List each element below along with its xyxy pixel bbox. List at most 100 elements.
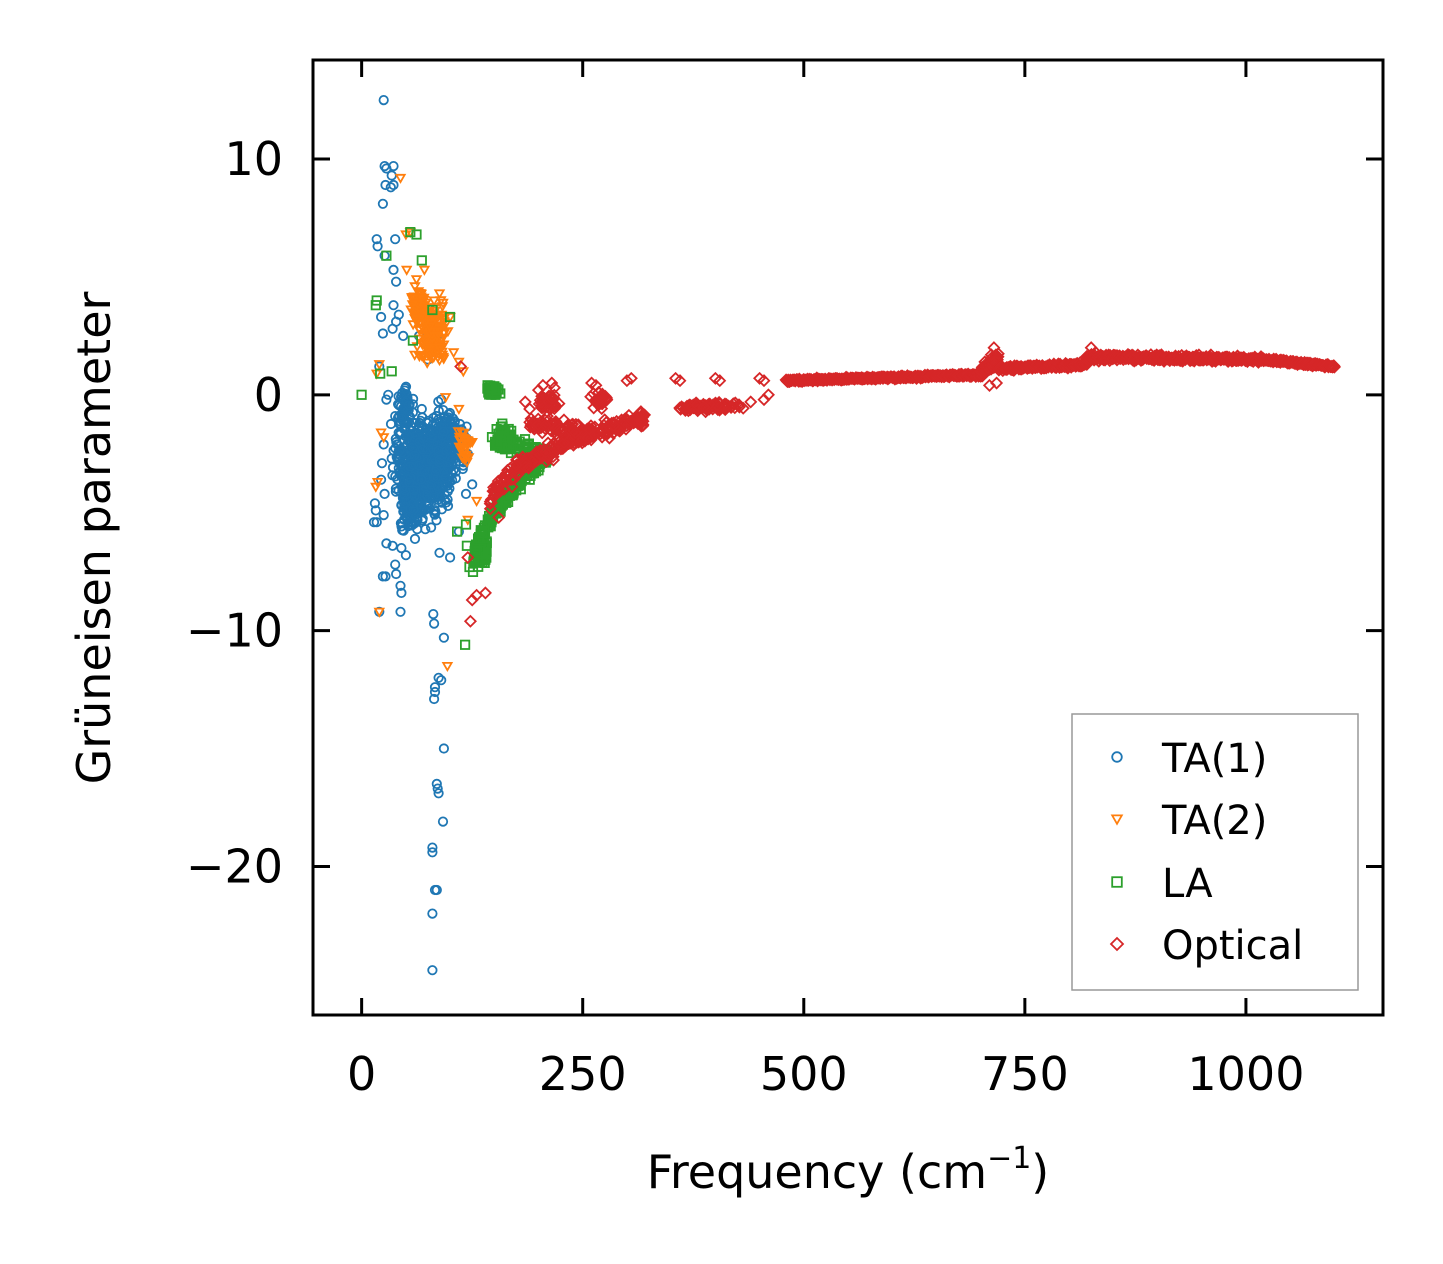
y-tick-label: −20 [186,839,283,893]
data-point [505,480,519,494]
data-point [427,847,438,858]
data-point [487,480,501,494]
data-point [470,496,483,508]
data-point [433,788,444,799]
data-point [429,682,441,693]
data-point [690,398,704,412]
data-point [405,503,416,514]
data-point [408,485,419,496]
data-point [410,275,423,286]
data-point [381,250,392,261]
legend-marker [1110,814,1124,826]
data-point [501,463,515,477]
data-point [584,390,598,404]
data-point [519,456,533,470]
data-point [406,300,419,311]
data-point [451,526,463,537]
data-point [508,434,519,445]
data-point [421,489,432,500]
data-point [396,413,407,424]
data-point [673,401,687,415]
data-point [531,383,545,397]
data-point [436,675,447,686]
data-point [435,311,447,322]
legend-markers [1109,751,1125,952]
legend-marker [1111,876,1123,888]
data-point [479,525,490,536]
data-point [378,509,389,521]
data-point [426,479,437,490]
x-axis-label-suffix: ) [1031,1145,1049,1199]
data-point [399,489,410,500]
axis-ticks: 0 250 500 750 1000 10 0 −10 −20 [186,60,1383,1101]
data-point [356,389,367,400]
legend-box [1071,713,1359,991]
data-point [431,778,442,790]
data-point [390,471,401,482]
data-point [438,632,449,643]
data-point [464,561,475,573]
series-ta-1 [368,95,478,976]
data-point [461,551,475,565]
data-point [584,419,598,433]
data-point [371,477,384,489]
data-point [433,343,446,354]
x-tick-label: 250 [539,1047,627,1101]
data-point [377,328,388,339]
data-point [432,481,443,492]
data-point [478,586,492,600]
data-point [372,241,383,252]
data-point [428,693,440,705]
data-point [378,95,389,106]
data-point [522,461,536,475]
data-point [407,335,419,346]
data-point [547,417,561,431]
data-point [552,397,566,411]
data-point [761,388,775,402]
data-point [492,510,506,524]
data-point [757,374,771,388]
data-point [444,312,456,324]
data-point [433,289,446,300]
data-point [589,378,603,392]
data-point [547,381,561,395]
data-point [541,436,555,450]
data-point [434,547,445,558]
y-tick-label: 10 [224,132,283,186]
x-axis-label: Frequency (cm−1) [647,1141,1050,1199]
data-point [405,519,416,530]
data-point [370,482,382,493]
data-point [437,354,450,365]
data-point [1327,360,1341,374]
data-point [371,517,382,528]
data-point [510,458,524,472]
data-point [431,443,442,454]
data-point [504,473,518,487]
data-point [409,491,420,502]
data-point [447,348,460,359]
data-point [405,226,416,238]
data-point [434,454,445,465]
data-point [387,540,398,551]
data-point [441,662,454,673]
data-point [395,580,406,591]
data-point [396,542,407,554]
data-point [442,327,454,338]
data-point [569,426,583,440]
data-point [554,424,568,438]
data-point [377,198,388,209]
data-point [390,276,402,287]
data-point [467,479,478,490]
data-point [427,304,438,316]
data-point [496,482,510,496]
data-point [373,360,386,371]
data-point [602,431,616,445]
data-point [421,343,434,354]
data-point [444,552,456,563]
data-point [673,374,687,388]
data-point [427,312,439,323]
data-point [428,296,440,307]
data-point [505,447,517,459]
data-point [370,300,381,311]
data-point [461,540,473,551]
